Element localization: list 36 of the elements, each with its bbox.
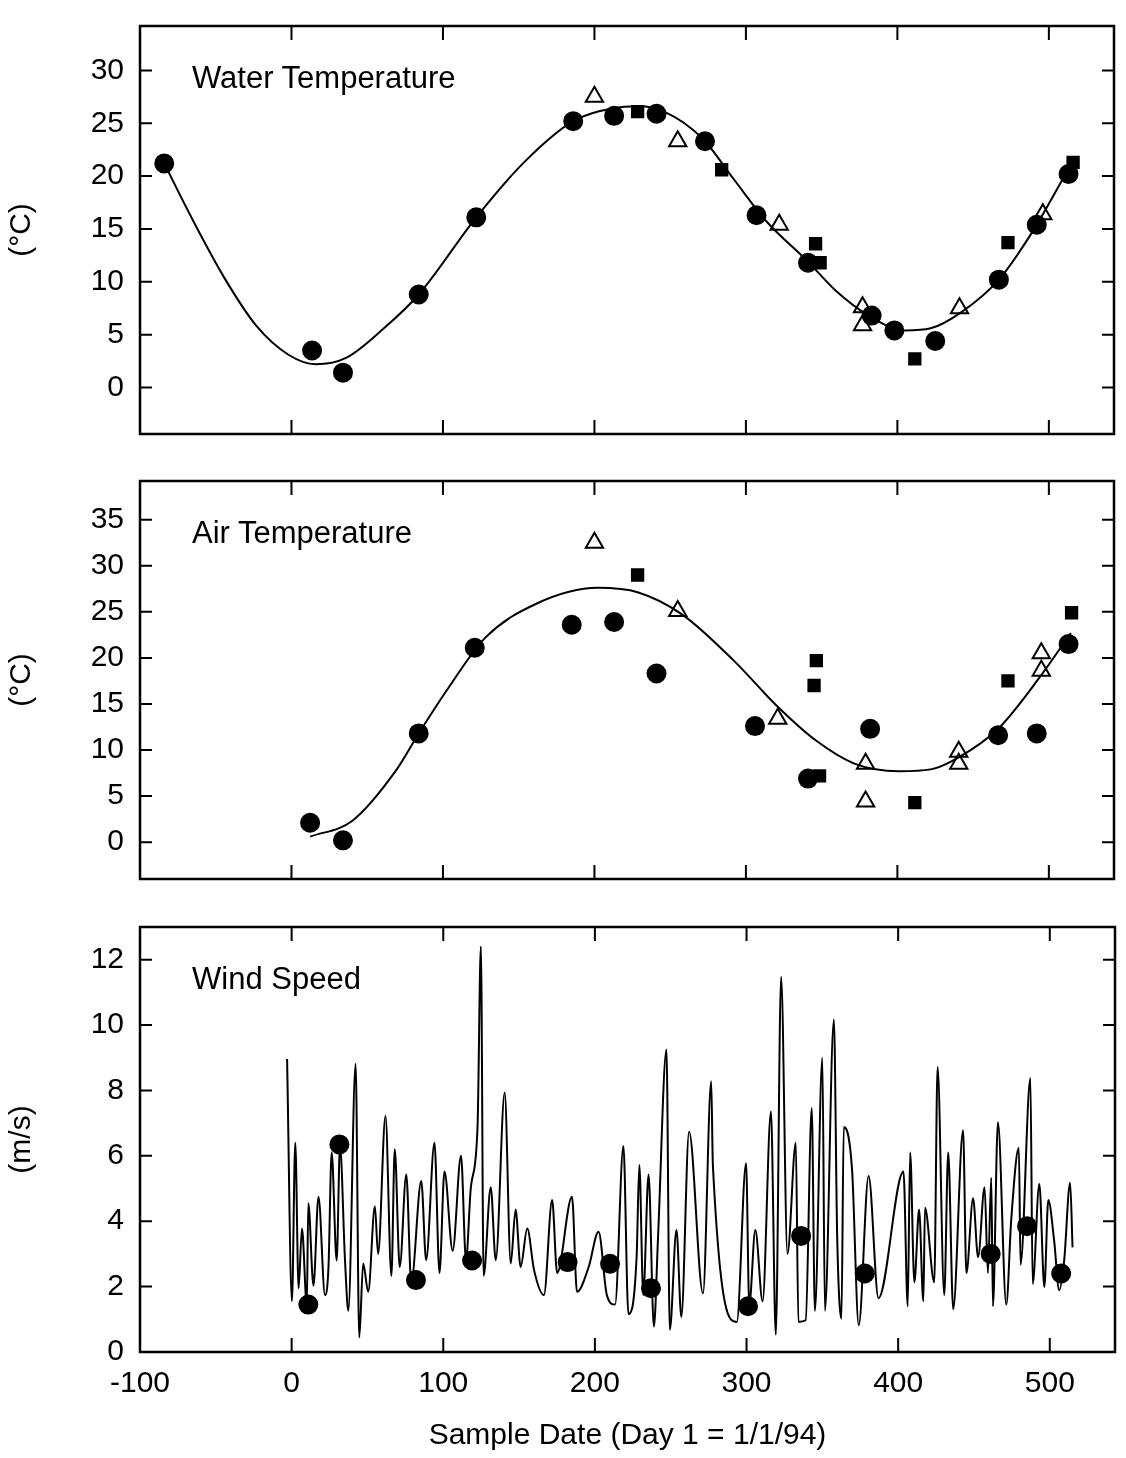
x-tick-label: 500 <box>1024 1365 1075 1399</box>
y-tick-label: 10 <box>90 1006 124 1040</box>
y-tick-label: 20 <box>90 639 124 673</box>
text: Wind Speed <box>192 961 361 996</box>
y-tick-label: 4 <box>107 1202 124 1236</box>
text: Water Temperature <box>192 60 456 95</box>
x-tick-label: 400 <box>873 1365 924 1399</box>
y-tick-label: 10 <box>90 263 124 297</box>
y-axis-title: (°C) <box>3 653 37 707</box>
text: Air Temperature <box>192 515 412 550</box>
x-tick-label: 200 <box>569 1365 620 1399</box>
y-tick-label: 30 <box>90 547 124 581</box>
y-tick-label: 0 <box>107 1333 124 1367</box>
y-tick-label: 6 <box>107 1137 124 1171</box>
y-tick-label: 0 <box>107 368 124 402</box>
y-tick-label: 2 <box>107 1267 124 1301</box>
y-tick-label: 12 <box>90 940 124 974</box>
y-tick-label: 25 <box>90 593 124 627</box>
y-tick-label: 15 <box>90 685 124 719</box>
y-tick-label: 5 <box>107 315 124 349</box>
y-tick-label: 10 <box>90 731 124 765</box>
y-tick-label: 30 <box>90 51 124 85</box>
y-tick-label: 0 <box>107 823 124 857</box>
y-axis-title: (°C) <box>3 203 37 257</box>
y-tick-label: 5 <box>107 777 124 811</box>
y-tick-label: 25 <box>90 104 124 138</box>
x-tick-label: 100 <box>418 1365 469 1399</box>
y-tick-label: 8 <box>107 1071 124 1105</box>
x-axis-title: Sample Date (Day 1 = 1/1/94) <box>428 1417 827 1451</box>
x-tick-label: 300 <box>721 1365 772 1399</box>
x-tick-label: -100 <box>109 1365 171 1399</box>
y-tick-label: 20 <box>90 157 124 191</box>
y-axis-title: (m/s) <box>3 1105 37 1174</box>
y-tick-label: 15 <box>90 210 124 244</box>
x-tick-label: 0 <box>283 1365 300 1399</box>
y-tick-label: 35 <box>90 500 124 534</box>
